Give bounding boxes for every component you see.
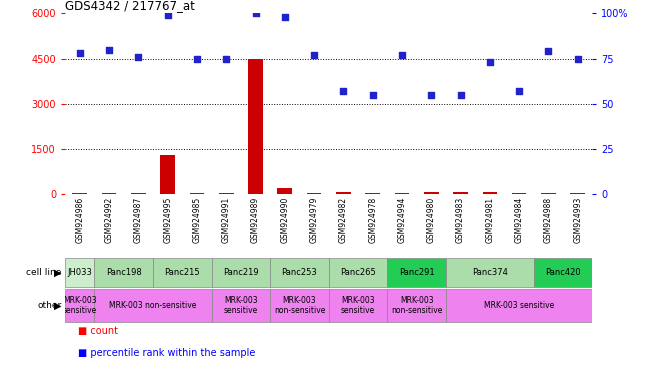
Bar (424, 192, 439, 194)
Bar (72, 193, 87, 194)
Bar (329, 258, 387, 287)
Point (426, 92, 436, 98)
Text: Panc420: Panc420 (546, 268, 581, 277)
Text: GSM924992: GSM924992 (105, 197, 113, 243)
Text: ▶: ▶ (53, 268, 61, 278)
Text: GSM924983: GSM924983 (456, 197, 465, 243)
Bar (65, 289, 94, 322)
Bar (102, 193, 117, 194)
Text: Panc198: Panc198 (106, 268, 141, 277)
Text: GSM924990: GSM924990 (281, 197, 289, 243)
Text: JH033: JH033 (67, 268, 92, 277)
Point (339, 88, 349, 94)
Point (74, 50, 85, 56)
Bar (270, 258, 329, 287)
Point (543, 48, 553, 55)
Bar (512, 193, 527, 194)
Text: GDS4342 / 217767_at: GDS4342 / 217767_at (65, 0, 195, 12)
Text: cell line: cell line (27, 268, 62, 277)
Text: GSM924981: GSM924981 (486, 197, 494, 243)
Bar (534, 258, 592, 287)
Bar (153, 258, 212, 287)
Text: Panc215: Panc215 (165, 268, 200, 277)
Bar (65, 258, 94, 287)
Text: GSM924982: GSM924982 (339, 197, 348, 243)
Bar (212, 258, 270, 287)
Text: Panc219: Panc219 (223, 268, 258, 277)
Text: MRK-003 non-sensitive: MRK-003 non-sensitive (109, 301, 197, 310)
Bar (387, 289, 446, 322)
Bar (94, 289, 212, 322)
Point (221, 56, 232, 62)
Text: GSM924986: GSM924986 (76, 197, 84, 243)
Text: GSM924979: GSM924979 (310, 197, 318, 243)
Bar (329, 289, 387, 322)
Bar (248, 59, 263, 194)
Text: GSM924988: GSM924988 (544, 197, 553, 243)
Bar (307, 193, 322, 194)
Text: other: other (38, 301, 62, 310)
Point (133, 54, 143, 60)
Point (484, 59, 495, 65)
Text: MRK-003 sensitive: MRK-003 sensitive (484, 301, 554, 310)
Text: GSM924984: GSM924984 (515, 197, 523, 243)
Text: GSM924993: GSM924993 (574, 197, 582, 243)
Bar (387, 258, 446, 287)
Text: Panc291: Panc291 (399, 268, 434, 277)
Text: Panc374: Panc374 (472, 268, 508, 277)
Text: ▶: ▶ (53, 300, 61, 310)
Bar (94, 258, 153, 287)
Text: MRK-003
sensitive: MRK-003 sensitive (224, 296, 258, 315)
Bar (160, 155, 175, 194)
Text: ■ count: ■ count (78, 326, 118, 336)
Bar (212, 289, 270, 322)
Point (572, 56, 583, 62)
Point (514, 88, 524, 94)
Bar (446, 258, 534, 287)
Text: MRK-003
sensitive: MRK-003 sensitive (62, 296, 97, 315)
Bar (395, 193, 409, 194)
Point (163, 12, 173, 18)
Point (396, 52, 408, 58)
Text: GSM924987: GSM924987 (134, 197, 143, 243)
Text: Panc265: Panc265 (340, 268, 376, 277)
Point (104, 46, 115, 53)
Text: GSM924991: GSM924991 (222, 197, 230, 243)
Point (280, 14, 290, 20)
Point (309, 52, 319, 58)
Text: GSM924994: GSM924994 (398, 197, 406, 243)
Text: MRK-003
sensitive: MRK-003 sensitive (341, 296, 375, 315)
Text: GSM924978: GSM924978 (368, 197, 377, 243)
Bar (336, 192, 351, 194)
Bar (270, 289, 329, 322)
Bar (446, 289, 592, 322)
Text: ■ percentile rank within the sample: ■ percentile rank within the sample (78, 348, 255, 358)
Bar (189, 193, 204, 194)
Point (367, 92, 378, 98)
Bar (219, 193, 234, 194)
Text: GSM924995: GSM924995 (163, 197, 172, 243)
Bar (277, 188, 292, 194)
Point (191, 56, 202, 62)
Bar (453, 192, 468, 194)
Bar (541, 193, 556, 194)
Text: GSM924989: GSM924989 (251, 197, 260, 243)
Bar (482, 192, 497, 194)
Text: Panc253: Panc253 (282, 268, 317, 277)
Text: MRK-003
non-sensitive: MRK-003 non-sensitive (274, 296, 325, 315)
Text: GSM924985: GSM924985 (193, 197, 201, 243)
Bar (570, 193, 585, 194)
Point (250, 10, 260, 17)
Point (455, 92, 465, 98)
Text: GSM924980: GSM924980 (427, 197, 436, 243)
Bar (365, 193, 380, 194)
Text: MRK-003
non-sensitive: MRK-003 non-sensitive (391, 296, 442, 315)
